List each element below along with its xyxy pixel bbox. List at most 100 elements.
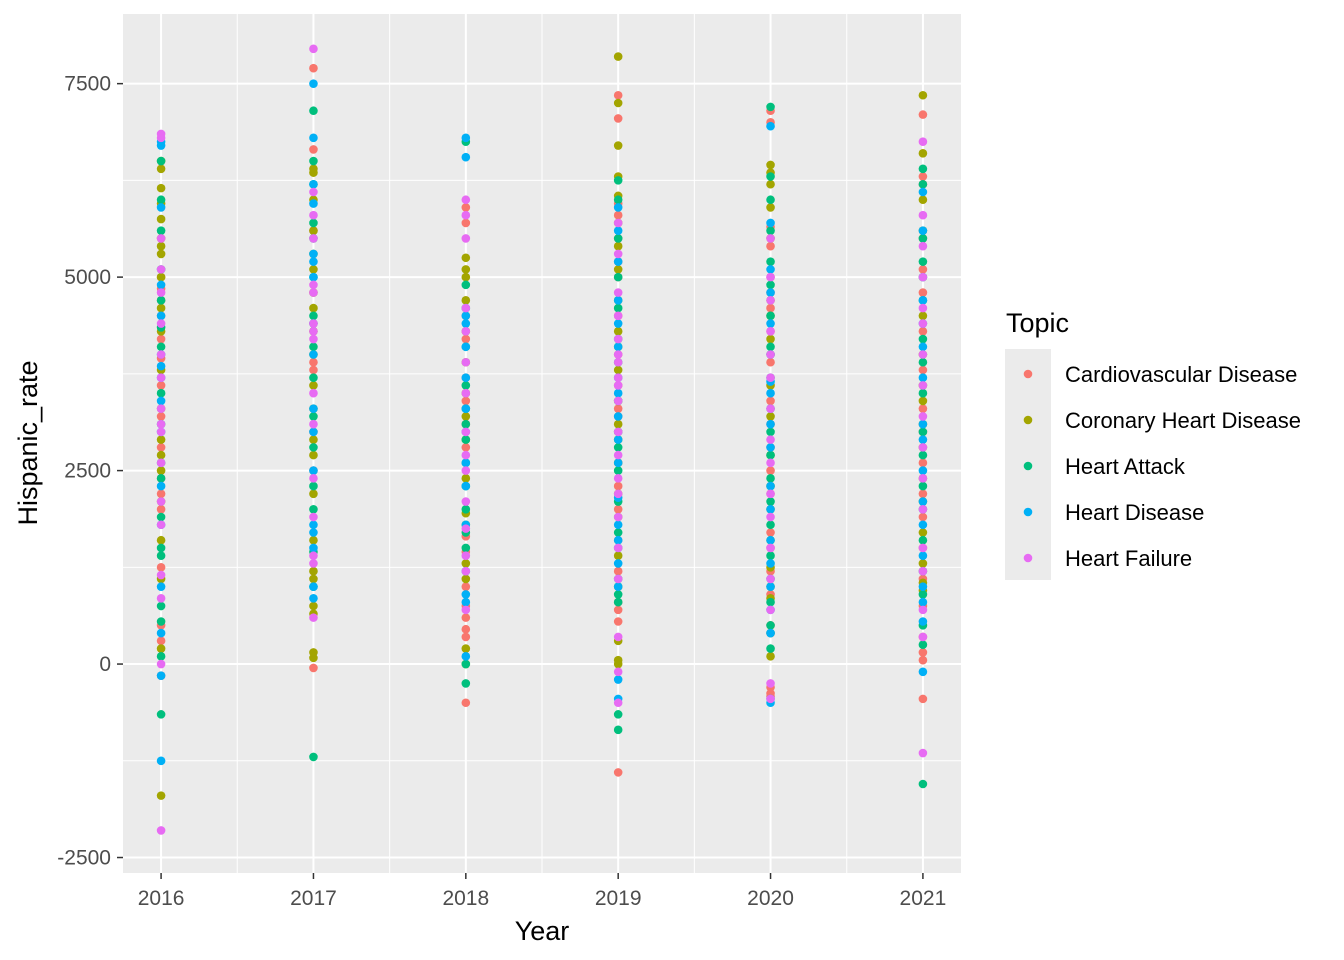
data-point [156,450,166,460]
x-tick-label: 2019 [595,887,642,910]
data-point [613,203,623,212]
data-point [156,265,166,274]
y-tick-label: 5000 [64,266,111,289]
data-point [918,427,928,437]
data-point [766,357,775,367]
data-point [766,121,775,131]
data-point [766,179,775,189]
data-point [156,334,166,344]
data-point [156,636,166,646]
data-point [309,427,318,437]
data-point [613,218,623,228]
data-point [461,412,471,421]
data-point [918,512,928,522]
series-4 [156,44,928,835]
data-point [309,350,318,359]
data-point [766,296,775,305]
data-point [156,388,166,398]
data-point [613,474,623,483]
data-point [309,187,318,197]
data-point [613,512,623,522]
data-point [918,388,928,398]
data-point [309,535,318,545]
data-point [156,373,166,383]
x-tick-label: 2016 [138,887,185,910]
data-point [918,110,928,119]
data-point [918,187,928,197]
data-point [461,427,471,437]
data-point [766,652,775,661]
data-point [156,543,166,553]
data-point [309,593,318,603]
data-point [766,582,775,591]
data-point [461,659,471,669]
data-point [156,582,166,591]
data-point [156,563,166,572]
data-point [309,357,318,367]
data-point [613,90,623,100]
data-point [461,272,471,282]
data-point [461,373,471,383]
data-point [766,288,775,297]
data-point [461,698,471,708]
data-point [918,504,928,514]
data-point [613,574,623,584]
data-point [156,551,166,561]
data-point [918,419,928,429]
data-point [156,342,166,352]
data-point [156,419,166,429]
data-point [156,226,166,235]
data-point [156,249,166,259]
data-point [918,694,928,704]
data-point [918,632,928,642]
data-point [918,640,928,650]
data-point [766,489,775,499]
data-point [309,574,318,584]
data-point [918,226,928,235]
data-point [309,342,318,352]
legend-key-dot [1023,369,1033,379]
data-point [309,504,318,514]
data-point [613,443,623,452]
data-point [613,373,623,383]
data-point [613,605,623,615]
data-point [613,195,623,205]
data-point [156,214,166,224]
data-point [156,311,166,321]
data-point [766,319,775,328]
data-point [613,675,623,684]
x-tick-label: 2018 [442,887,489,910]
data-point [309,559,318,568]
data-point [918,241,928,251]
data-point [156,535,166,545]
data-point [766,443,775,452]
data-point [309,249,318,259]
data-point [918,412,928,421]
data-point [309,334,318,344]
data-point [156,183,166,193]
data-point [918,373,928,383]
data-point [309,601,318,611]
data-point [461,203,471,212]
data-point [156,443,166,452]
legend-key-dot [1023,507,1033,517]
data-point [766,172,775,181]
x-tick-label: 2017 [290,887,337,910]
data-point [309,164,318,174]
data-point [613,265,623,274]
data-point [309,752,318,762]
data-point [613,98,623,108]
data-point [918,195,928,205]
data-point [461,574,471,584]
data-point [766,404,775,413]
data-point [156,756,166,766]
data-point [918,172,928,181]
data-point [918,350,928,359]
data-point [309,234,318,243]
data-point [156,241,166,251]
data-point [918,489,928,499]
data-point [156,504,166,514]
data-point [766,280,775,290]
data-point [766,512,775,522]
